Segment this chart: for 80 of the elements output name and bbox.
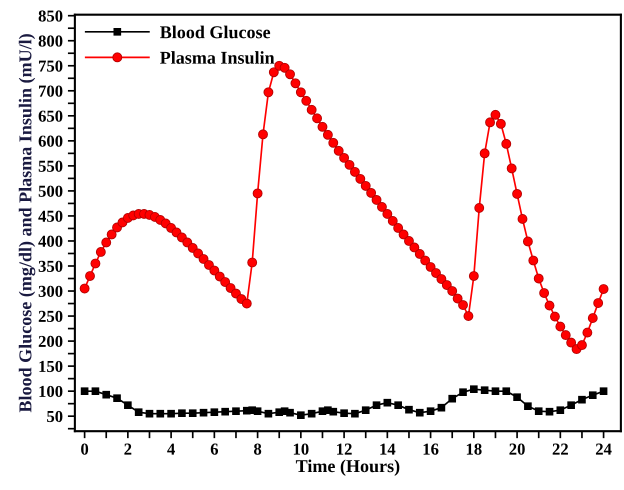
point (221, 408, 229, 416)
point (394, 401, 402, 409)
y-tick-label: 650 (38, 110, 62, 122)
y-tick-label: 300 (38, 286, 62, 297)
x-tick-label: 12 (337, 444, 352, 455)
point (362, 406, 370, 414)
point (340, 409, 348, 417)
point (167, 410, 175, 418)
point (426, 407, 434, 415)
point (102, 390, 110, 398)
legend-label: Plasma Insulin (160, 51, 274, 64)
y-tick-label: 250 (38, 310, 62, 322)
x-tick-label: 10 (294, 443, 309, 455)
point (534, 407, 543, 415)
x-tick-label: 24 (596, 444, 612, 455)
y-tick-label: 750 (39, 60, 62, 72)
y-tick-label: 100 (39, 386, 62, 398)
point (113, 394, 121, 402)
point (480, 386, 488, 394)
point (502, 387, 510, 395)
point (459, 388, 467, 396)
point (329, 408, 338, 416)
point (513, 393, 521, 401)
y-tick-label: 500 (38, 186, 62, 197)
point (384, 398, 392, 406)
point (188, 409, 197, 417)
x-tick-label: 4 (167, 444, 175, 455)
point (308, 410, 316, 418)
y-tick-label: 700 (39, 85, 62, 97)
point (588, 391, 597, 399)
x-tick-label: 8 (254, 443, 262, 455)
point (578, 396, 586, 404)
point (438, 404, 446, 412)
point (200, 408, 208, 416)
x-tick-label: 22 (552, 444, 568, 455)
point (80, 387, 88, 395)
x-tick-label: 6 (210, 444, 218, 455)
point (146, 410, 154, 418)
point (351, 410, 359, 418)
y-tick-label: 50 (47, 410, 62, 422)
y-tick-label: 350 (38, 260, 62, 272)
point (254, 407, 262, 415)
x-axis-title: Time (Hours) (296, 460, 400, 476)
x-tick-label: 14 (380, 444, 396, 455)
y-tick-label: 200 (38, 336, 62, 348)
legend-label: Blood Glucose (160, 26, 270, 38)
point (232, 407, 240, 415)
point (546, 408, 554, 416)
x-tick-label: 20 (509, 443, 525, 455)
point (556, 406, 564, 414)
point (264, 410, 272, 418)
point (416, 408, 424, 416)
x-tick-label: 18 (466, 443, 482, 455)
point (524, 402, 532, 410)
y-tick-label: 400 (38, 236, 62, 247)
x-tick-label: 2 (124, 444, 132, 455)
point (210, 408, 218, 416)
point (134, 408, 142, 416)
y-tick-label: 850 (38, 10, 62, 22)
point (405, 406, 413, 414)
y-tick-label: 150 (39, 360, 62, 372)
y-tick-label: 800 (38, 35, 62, 47)
point (156, 410, 164, 418)
point (492, 387, 500, 395)
x-tick-label: 16 (424, 444, 438, 455)
y-tick-label: 600 (38, 136, 62, 147)
point (286, 408, 294, 416)
point (567, 401, 575, 409)
point (92, 387, 100, 395)
point (297, 411, 305, 419)
point (600, 387, 608, 395)
x-tick-label: 0 (81, 443, 88, 455)
point (470, 385, 478, 393)
y-tick-label: 450 (38, 210, 62, 222)
point (448, 394, 456, 402)
y-axis-title: Blood Glucose (mg/dl) and Plasma Insulin (mU/l) (18, 34, 36, 412)
point (124, 401, 132, 409)
y-tick-label: 550 (38, 160, 62, 172)
point (372, 401, 380, 409)
point (178, 409, 186, 417)
